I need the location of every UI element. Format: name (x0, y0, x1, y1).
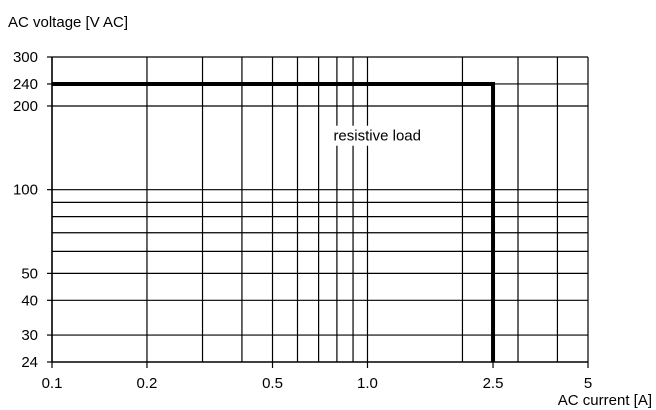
y-tick-label: 50 (21, 265, 38, 282)
axes (47, 56, 589, 368)
x-axis-label: AC current [A] (558, 392, 652, 409)
x-tick-label: 5 (584, 375, 592, 392)
annotation-text: resistive load (333, 128, 421, 145)
y-tick-label: 100 (13, 182, 38, 199)
gridlines (52, 57, 589, 362)
series-layer (52, 81, 496, 362)
series-line-resistive-load (52, 81, 496, 362)
y-tick-label: 300 (13, 49, 38, 66)
y-tick-label: 24 (21, 354, 38, 371)
x-tick-label: 2.5 (483, 375, 504, 392)
tick-labels: 0.1 0.2 0.5 1.0 2.5 5 24 30 40 50 100 200 240 300 (13, 49, 592, 392)
x-tick-label: 0.5 (262, 375, 283, 392)
x-tick-label: 0.1 (42, 375, 63, 392)
x-tick-label: 1.0 (357, 375, 378, 392)
y-tick-label: 30 (21, 327, 38, 344)
annotation-resistive-load: resistive load (330, 125, 445, 146)
y-tick-label: 40 (21, 292, 38, 309)
x-tick-label: 0.2 (137, 375, 158, 392)
y-tick-label: 200 (13, 98, 38, 115)
y-tick-label: 240 (13, 76, 38, 93)
y-axis-label: AC voltage [V AC] (8, 14, 128, 31)
